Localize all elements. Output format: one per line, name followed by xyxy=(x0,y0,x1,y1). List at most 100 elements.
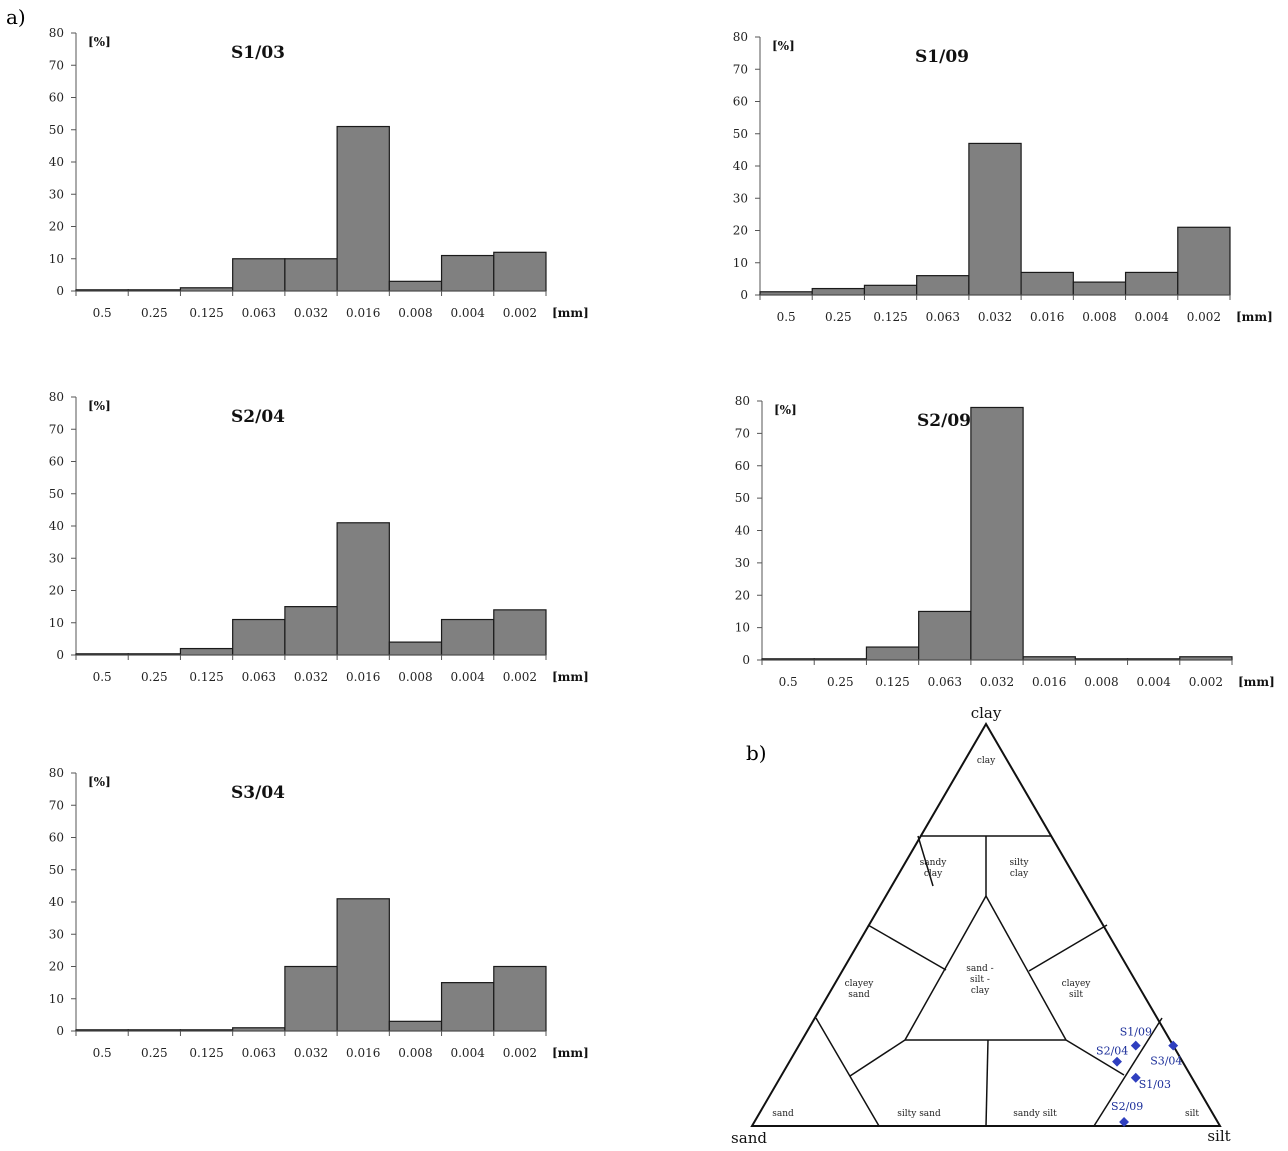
y-tick-label: 0 xyxy=(56,1024,64,1038)
y-tick-label: 0 xyxy=(742,653,750,667)
region-label-sand: sand xyxy=(772,1109,794,1119)
y-tick-label: 10 xyxy=(49,992,64,1006)
bar xyxy=(284,965,338,1032)
x-tick-label: 0.032 xyxy=(294,306,328,320)
x-tick-label: 0.5 xyxy=(93,306,112,320)
y-tick-label: 60 xyxy=(735,459,750,473)
x-tick-label: 0.125 xyxy=(189,1046,223,1060)
x-tick-label: 0.25 xyxy=(825,310,852,324)
y-tick-label: 40 xyxy=(49,895,64,909)
x-unit-label: [mm] xyxy=(552,1046,589,1060)
panel-label-a: a) xyxy=(6,5,26,29)
y-tick-label: 40 xyxy=(49,519,64,533)
y-tick-label: 60 xyxy=(733,95,748,109)
bar xyxy=(284,258,338,292)
region-label-line: clay xyxy=(1010,869,1029,879)
bar xyxy=(1020,271,1074,296)
x-unit-label: [mm] xyxy=(1236,310,1273,324)
region-label-line: silt xyxy=(1185,1109,1199,1119)
region-label-line: sandy xyxy=(920,858,948,868)
sample-point xyxy=(1130,1040,1141,1051)
region-label-clayey-silt: clayey silt xyxy=(1062,979,1092,1000)
x-tick-label: 0.002 xyxy=(1189,675,1223,689)
y-tick-label: 10 xyxy=(49,616,64,630)
x-tick-label: 0.002 xyxy=(503,670,537,684)
y-tick-label: 30 xyxy=(49,927,64,941)
sample-point xyxy=(1112,1056,1122,1067)
vertex-label-sand: sand xyxy=(731,1129,767,1147)
region-label-clayey-sand: clayey sand xyxy=(845,979,875,1000)
sample-point xyxy=(1168,1040,1179,1051)
y-tick-label: 0 xyxy=(56,284,64,298)
region-label-silty-clay: silty clay xyxy=(1009,858,1029,879)
y-tick-label: 20 xyxy=(49,960,64,974)
panel-label-b: b) xyxy=(746,741,767,765)
y-tick-label: 30 xyxy=(735,556,750,570)
x-tick-label: 0.032 xyxy=(294,670,328,684)
x-tick-label: 0.032 xyxy=(980,675,1014,689)
y-unit-label: [%] xyxy=(774,403,797,417)
region-label-line: clay xyxy=(977,756,996,766)
region-label-line: clay xyxy=(971,986,990,996)
histogram-S3-04: 0 10 20 30 40 50 60 70 80 0.5 0.25 0.125 0.063 0.032 0… xyxy=(49,766,589,1060)
region-boundary xyxy=(904,895,987,1041)
bar xyxy=(232,618,286,656)
bar xyxy=(336,898,390,1032)
y-tick-label: 70 xyxy=(49,422,64,436)
y-tick-label: 20 xyxy=(735,588,750,602)
x-tick-label: 0.063 xyxy=(242,1046,276,1060)
bar xyxy=(388,641,443,656)
bar xyxy=(970,406,1024,661)
x-tick-label: 0.063 xyxy=(242,670,276,684)
y-tick-label: 20 xyxy=(49,220,64,234)
bar xyxy=(916,275,970,296)
region-label-line: sand - xyxy=(966,964,993,974)
region-label-line: silty xyxy=(1009,858,1029,868)
x-tick-label: 0.5 xyxy=(93,670,112,684)
region-label-sandy-clay: sandy clay xyxy=(920,858,948,879)
histogram-S2-09: 0 10 20 30 40 50 60 70 80 0.5 0.25 0.125 0.063 0.032 0… xyxy=(735,394,1275,689)
y-tick-label: 30 xyxy=(49,187,64,201)
y-unit-label: [%] xyxy=(88,399,111,413)
bar xyxy=(918,610,972,661)
bar xyxy=(863,284,918,296)
bar xyxy=(493,965,547,1032)
chart-title: S2/09 xyxy=(917,411,971,431)
bar xyxy=(388,280,443,292)
vertex-label-clay: clay xyxy=(971,704,1002,722)
bar xyxy=(179,647,234,656)
bar xyxy=(865,646,920,661)
y-tick-label: 50 xyxy=(49,863,64,877)
bar xyxy=(232,258,286,292)
x-tick-label: 0.004 xyxy=(1134,310,1169,324)
x-tick-label: 0.25 xyxy=(141,670,168,684)
x-tick-label: 0.5 xyxy=(93,1046,112,1060)
x-tick-label: 0.008 xyxy=(1082,310,1116,324)
bar xyxy=(1124,271,1179,296)
region-label-sand-silt-clay: sand -silt -clay xyxy=(966,964,993,996)
region-label-silt: silt xyxy=(1185,1109,1199,1119)
x-tick-label: 0.008 xyxy=(398,670,432,684)
x-tick-label: 0.032 xyxy=(978,310,1012,324)
x-tick-label: 0.063 xyxy=(928,675,962,689)
y-tick-label: 50 xyxy=(733,127,748,141)
x-tick-label: 0.004 xyxy=(450,1046,485,1060)
region-boundary xyxy=(1028,924,1108,972)
sample-label: S1/09 xyxy=(1120,1026,1152,1039)
bar xyxy=(440,254,495,292)
x-unit-label: [mm] xyxy=(1238,675,1275,689)
region-boundary xyxy=(867,924,947,971)
y-tick-label: 50 xyxy=(49,123,64,137)
region-boundary xyxy=(815,1017,880,1127)
y-tick-label: 20 xyxy=(733,224,748,238)
region-label-line: sandy silt xyxy=(1013,1109,1057,1119)
histogram-S1-09: 0 10 20 30 40 50 60 70 80 0.5 0.25 0.125 0.063 0.032 0… xyxy=(733,30,1273,324)
x-tick-label: 0.125 xyxy=(873,310,907,324)
x-tick-label: 0.004 xyxy=(1136,675,1171,689)
x-tick-label: 0.063 xyxy=(242,306,276,320)
chart-title: S1/03 xyxy=(231,43,285,63)
sample-label: S1/03 xyxy=(1139,1078,1171,1091)
region-boundary xyxy=(985,895,1067,1041)
x-tick-label: 0.002 xyxy=(1187,310,1221,324)
